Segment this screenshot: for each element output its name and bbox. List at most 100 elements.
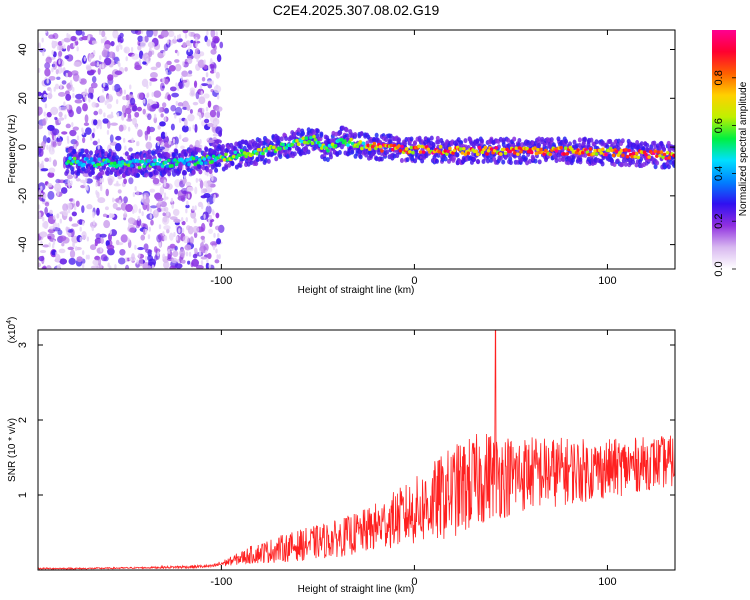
noise-dot: [170, 197, 174, 203]
ridge-envelope-dot: [205, 167, 210, 173]
noise-dot: [83, 122, 90, 127]
noise-dot: [75, 93, 84, 100]
ridge-core-dot: [621, 153, 625, 158]
noise-dot: [160, 30, 169, 38]
noise-dot: [106, 129, 110, 135]
noise-dot: [152, 177, 160, 185]
noise-dot: [150, 219, 154, 226]
noise-dot: [159, 186, 165, 196]
ridge-envelope-dot: [174, 148, 179, 154]
ridge-core-dot: [462, 146, 466, 151]
noise-dot: [99, 64, 102, 70]
ridge-envelope-dot: [65, 168, 70, 174]
noise-dot: [86, 236, 90, 242]
noise-dot: [197, 59, 206, 69]
noise-dot: [211, 209, 215, 215]
ridge-core-dot: [211, 154, 216, 159]
ridge-envelope-dot: [221, 144, 226, 150]
noise-dot: [153, 116, 158, 124]
noise-dot: [212, 197, 216, 203]
ridge-core-dot: [390, 147, 395, 152]
noise-dot: [48, 75, 56, 81]
noise-dot: [203, 214, 206, 220]
noise-dot: [56, 76, 61, 81]
noise-dot: [56, 213, 60, 219]
noise-dot: [146, 102, 151, 111]
noise-dot: [47, 190, 55, 200]
noise-dot: [200, 235, 205, 240]
noise-dot: [71, 211, 77, 217]
noise-dot: [112, 30, 119, 39]
ridge-envelope-dot: [498, 155, 503, 161]
noise-dot: [155, 136, 163, 142]
ridge-core-dot: [610, 148, 614, 153]
noise-dot: [57, 222, 60, 228]
noise-dot: [118, 124, 124, 132]
noise-dot: [76, 135, 80, 141]
ridge-envelope-dot: [564, 138, 569, 144]
noise-dot: [58, 59, 61, 65]
noise-dot: [76, 256, 83, 263]
noise-dot: [137, 246, 145, 251]
noise-dot: [169, 243, 176, 249]
spectrogram-frame: [37, 29, 676, 270]
ridge-core-dot: [319, 146, 324, 150]
ridge-core-dot: [611, 153, 616, 158]
noise-dot: [162, 212, 166, 217]
noise-dot: [170, 123, 175, 131]
noise-dot: [42, 51, 45, 57]
noise-dot: [95, 182, 98, 188]
ridge-envelope-dot: [135, 153, 140, 159]
noise-dot: [159, 121, 166, 127]
ridge-envelope-dot: [350, 149, 355, 155]
ridge-core-dot: [367, 147, 372, 151]
ridge-core-dot: [474, 149, 478, 154]
ridge-envelope-dot: [67, 147, 72, 153]
noise-dot: [99, 247, 103, 253]
noise-dot: [147, 98, 151, 104]
ridge-envelope-dot: [463, 138, 468, 144]
noise-dot: [194, 205, 197, 211]
noise-dot: [205, 205, 212, 215]
noise-dot: [200, 90, 203, 96]
ridge-envelope-dot: [212, 150, 217, 156]
noise-dot: [144, 228, 148, 234]
ridge-core-dot: [656, 150, 661, 154]
ridge-envelope-dot: [315, 128, 320, 134]
noise-dot: [151, 92, 154, 98]
noise-dot: [141, 211, 144, 217]
noise-dot: [199, 84, 203, 90]
noise-dot: [178, 228, 181, 234]
noise-dot: [209, 109, 217, 118]
ridge-core-dot: [536, 147, 540, 152]
noise-dot: [153, 246, 158, 253]
noise-dot: [44, 206, 48, 215]
ridge-envelope-dot: [572, 139, 577, 145]
noise-dot: [46, 111, 52, 118]
ridge-core-dot: [599, 151, 604, 155]
noise-dot: [58, 50, 63, 57]
noise-dot: [99, 178, 102, 184]
ridge-envelope-dot: [325, 157, 330, 163]
ridge-core-dot: [153, 158, 157, 163]
ridge-envelope-dot: [655, 160, 660, 166]
ridge-core-dot: [224, 152, 228, 157]
noise-dot: [190, 39, 194, 44]
noise-dot: [136, 106, 142, 112]
ridge-envelope-dot: [631, 159, 636, 165]
noise-dot: [136, 190, 140, 196]
noise-dot: [85, 127, 92, 135]
ridge-core-dot: [146, 159, 151, 163]
ridge-envelope-dot: [449, 141, 454, 147]
ridge-core-dot: [290, 142, 295, 147]
noise-dot: [109, 134, 114, 143]
noise-dot: [117, 257, 126, 265]
noise-dot: [57, 133, 60, 139]
noise-dot: [217, 233, 220, 239]
noise-dot: [155, 197, 164, 202]
figure-title: C2E4.2025.307.08.02.G19: [273, 2, 440, 18]
noise-dot: [42, 118, 47, 126]
noise-dot: [86, 66, 92, 71]
noise-dot: [101, 87, 105, 93]
ridge-core-dot: [116, 163, 120, 168]
